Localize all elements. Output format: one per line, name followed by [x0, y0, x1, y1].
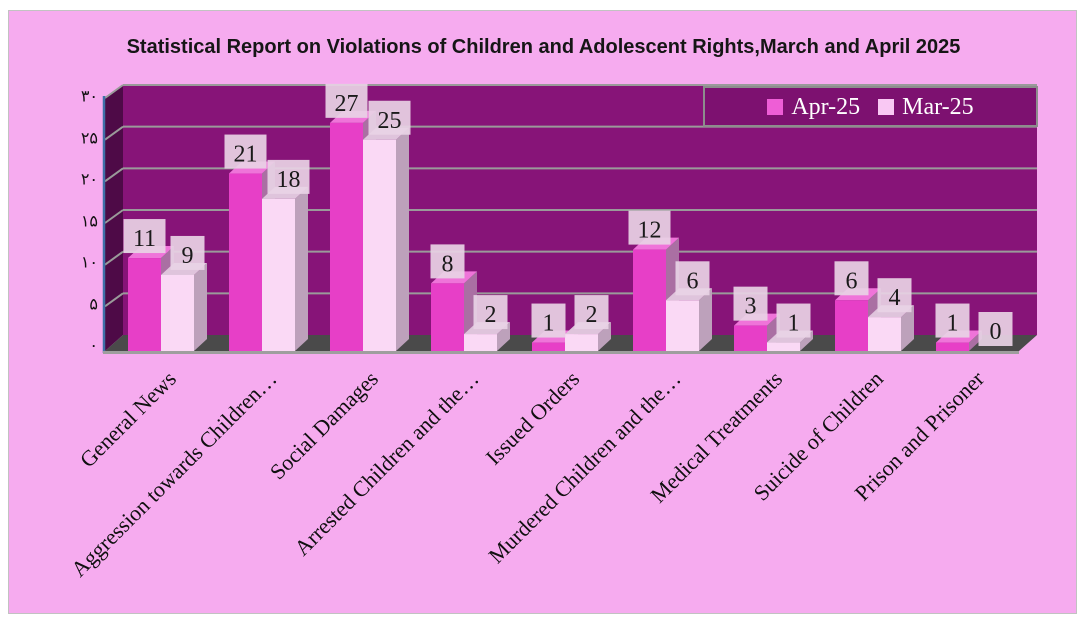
bar-mar-front	[262, 198, 295, 351]
legend: Apr-25 Mar-25	[703, 86, 1038, 127]
value-label-box	[574, 295, 609, 330]
legend-swatch-icon	[767, 98, 784, 115]
value-label: 2	[586, 302, 598, 328]
value-label: 1	[788, 311, 800, 337]
value-label-box	[473, 295, 508, 330]
y-tick-label: ۲۰	[80, 169, 98, 189]
y-tick-label: ۳۰	[80, 86, 98, 106]
bar-apr-front	[229, 173, 262, 351]
value-label: 1	[543, 311, 555, 337]
side-wall-gridline	[104, 84, 124, 99]
value-label-box	[935, 303, 970, 338]
bar-mar-side	[598, 322, 611, 351]
bar-apr-front	[431, 283, 464, 351]
bar-apr-front	[633, 249, 666, 351]
chart-title: Statistical Report on Violations of Chil…	[126, 36, 961, 58]
value-label: 9	[182, 243, 194, 269]
y-tick-label: ۱۵	[80, 211, 98, 230]
value-label: 12	[638, 218, 662, 244]
value-label: 1	[947, 311, 959, 337]
bar-apr-front	[835, 300, 868, 351]
bar-mar-side	[699, 288, 712, 351]
value-label-box	[430, 244, 465, 279]
value-label-box	[170, 235, 205, 270]
bar-mar-front	[565, 334, 598, 351]
side-wall-gridline	[104, 167, 124, 183]
bar-mar-side	[396, 127, 409, 351]
side-wall-gridline	[104, 250, 124, 266]
value-label: 6	[846, 268, 858, 294]
value-label-box	[978, 312, 1013, 346]
legend-item: Apr-25	[767, 95, 860, 119]
value-label: 25	[378, 108, 402, 134]
bar-apr-front	[128, 258, 161, 351]
bar-apr-front	[734, 325, 767, 351]
y-tick-label: ۱۰	[80, 252, 98, 272]
value-label: 6	[687, 268, 699, 294]
value-label: 27	[335, 91, 359, 117]
side-wall-gridline	[104, 125, 124, 141]
value-label-box	[776, 303, 811, 338]
value-label: 18	[277, 167, 301, 193]
bar-mar-front	[464, 334, 497, 351]
bar-mar-front	[363, 139, 396, 351]
side-wall-gridline	[104, 292, 124, 308]
value-label-box	[733, 286, 768, 321]
value-label-box	[834, 261, 869, 296]
value-label-box	[877, 278, 912, 313]
y-tick-label: ۵	[89, 294, 98, 313]
value-label-box	[368, 100, 411, 135]
value-label: 8	[442, 251, 454, 277]
side-wall-gridline	[104, 209, 124, 224]
bar-mar-front	[666, 300, 699, 351]
value-label-box	[123, 219, 166, 254]
value-label: 2	[485, 302, 497, 328]
bar-mar-front	[161, 274, 194, 351]
value-label-box	[628, 210, 671, 245]
legend-label: Apr-25	[791, 93, 861, 120]
value-label: 11	[133, 226, 156, 252]
value-label-box	[325, 83, 368, 118]
side-wall	[105, 85, 123, 351]
legend-item: Mar-25	[878, 95, 974, 119]
y-tick-label: ۰	[89, 335, 98, 355]
bar-mar-side	[901, 305, 914, 351]
value-label: 0	[990, 319, 1002, 345]
value-label: 4	[889, 285, 901, 311]
bar-mar-front	[767, 342, 800, 351]
value-label-box	[675, 261, 710, 296]
y-tick-label: ۲۵	[80, 128, 98, 147]
value-label: 21	[234, 142, 258, 168]
value-label-box	[224, 134, 267, 169]
legend-swatch-icon	[878, 98, 895, 115]
bar-mar-side	[194, 262, 207, 351]
value-label: 3	[745, 294, 757, 320]
value-label-box	[267, 159, 310, 194]
bar-mar-side	[295, 186, 308, 351]
bar-mar-front	[868, 317, 901, 351]
bar-apr-front	[936, 342, 969, 351]
bar-apr-front	[330, 122, 363, 351]
value-label-box	[531, 303, 566, 338]
bar-apr-front	[532, 342, 565, 351]
bar-mar-side	[497, 322, 510, 351]
legend-label: Mar-25	[902, 93, 974, 120]
